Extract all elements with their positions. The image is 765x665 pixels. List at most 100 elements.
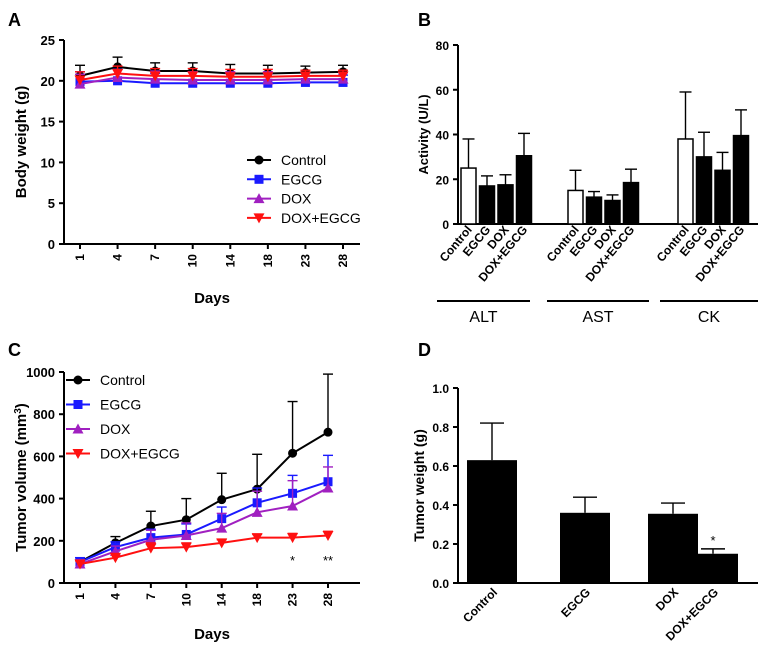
legend-control-label: Control: [281, 152, 326, 168]
panel-label: A: [8, 10, 21, 30]
y-axis-title: Activity (U/L): [416, 94, 431, 174]
ck-group-label: CK: [698, 309, 721, 326]
alt-error-bar: [518, 132, 530, 156]
x-tick-label: 4: [111, 254, 125, 261]
egcg-series-line: [79, 79, 343, 85]
y-tick-label: 60: [436, 84, 450, 98]
y-tick-label: 200: [33, 534, 55, 549]
tumor-weight-bar: [688, 553, 738, 583]
dox-egcg-point: [109, 553, 121, 564]
y-tick-label: 20: [436, 173, 450, 187]
significance-label: **: [323, 553, 333, 568]
y-axis-title-text: Tumor volume (mm: [13, 414, 30, 552]
y-tick-label: 40: [436, 129, 450, 143]
dox-point: [145, 534, 157, 545]
control-series-line: [79, 65, 344, 77]
control-point: [323, 427, 333, 437]
y-tick-label: 800: [33, 407, 55, 422]
legend-egcg-label: EGCG: [100, 397, 141, 413]
dox-egcg-point: [74, 559, 86, 570]
y-tick-label: 0: [442, 218, 449, 232]
y-tick-label: 5: [48, 196, 55, 211]
ast-bar: [585, 196, 603, 225]
control-point: [288, 448, 298, 458]
ast-error-bar: [569, 169, 582, 191]
ck-error-bar: [679, 91, 692, 139]
x-tick-label: 18: [250, 593, 264, 607]
legend-dox-marker: [253, 193, 265, 204]
y-tick-label: 80: [436, 39, 450, 53]
x-tick-label: 7: [148, 254, 162, 261]
y-axis-title-sup: 3: [13, 408, 24, 414]
y-axis-title-close: ): [13, 403, 30, 408]
significance-label: *: [290, 553, 295, 568]
x-tick-label: 14: [223, 254, 237, 268]
x-tick-label: EGCG: [558, 585, 593, 620]
x-tick-label: 10: [179, 593, 193, 607]
dox-egcg-point: [322, 531, 334, 542]
y-tick-label: 0.8: [432, 421, 449, 435]
x-tick-label: 4: [108, 593, 122, 600]
dox-egcg-point: [262, 72, 274, 83]
dox-egcg-point: [187, 71, 199, 82]
dox-egcg-point: [251, 533, 263, 544]
panel-label: B: [418, 10, 431, 30]
tumor-weight-bar: [560, 512, 610, 583]
y-tick-label: 600: [33, 449, 55, 464]
y-axis-title: Tumor volume (mm3): [13, 403, 31, 552]
legend-control-label: Control: [100, 372, 145, 388]
tumor-weight-bar: [467, 460, 517, 583]
dox-point: [180, 530, 192, 541]
tumor-weight-error-bar: [480, 422, 504, 461]
y-tick-label: 0.6: [432, 460, 449, 474]
y-tick-label: 25: [41, 33, 55, 48]
dox-egcg-point: [180, 542, 192, 553]
x-tick-label: 23: [286, 593, 300, 607]
control-error-bar: [252, 453, 263, 490]
dox-point: [216, 522, 228, 533]
x-tick-label: DOX: [653, 585, 681, 613]
legend-dox-egcg-marker: [72, 449, 84, 459]
ck-bar: [677, 138, 694, 225]
y-tick-label: 0.0: [432, 577, 449, 591]
dox-egcg-series-line: [79, 72, 343, 81]
dox-egcg-point: [112, 68, 124, 79]
legend-egcg-marker: [254, 174, 264, 184]
dox-egcg-point: [337, 71, 349, 82]
alt-bar: [515, 155, 533, 225]
legend-control-marker: [254, 155, 264, 165]
tumor-weight-error-bar: [573, 496, 597, 513]
egcg-series-line: [79, 480, 329, 563]
legend-dox-marker: [72, 423, 84, 434]
x-tick-label: 10: [186, 254, 200, 268]
y-tick-label: 15: [41, 115, 55, 130]
dox-point: [322, 482, 334, 493]
alt-bar: [478, 185, 496, 225]
dox-point: [287, 500, 299, 511]
legend-egcg-marker: [73, 400, 83, 409]
panel-label: C: [8, 340, 21, 360]
panel-label: D: [418, 340, 431, 360]
y-axis-title: Body weight (g): [13, 86, 30, 199]
y-axis-title: Tumor weight (g): [411, 429, 427, 542]
alt-bar: [497, 184, 514, 225]
dox-egcg-series-line: [79, 534, 329, 565]
ast-bar: [567, 189, 584, 225]
y-tick-label: 1000: [26, 365, 55, 380]
x-axis-title: Days: [194, 626, 230, 643]
dox-egcg-point: [216, 538, 228, 549]
alt-error-bar: [462, 138, 475, 169]
ast-bar: [604, 199, 621, 225]
dox-egcg-point: [299, 71, 311, 82]
x-tick-label: 14: [215, 593, 229, 607]
x-axis-title: Days: [194, 290, 230, 307]
y-tick-label: 0: [48, 576, 55, 591]
x-tick-label: 7: [144, 593, 158, 600]
x-tick-label: Control: [460, 585, 500, 625]
legend-dox-egcg-label: DOX+EGCG: [100, 446, 180, 462]
control-point: [181, 515, 191, 525]
x-tick-label: 1: [73, 254, 87, 261]
ck-bar: [732, 134, 750, 225]
x-tick-label: 23: [298, 254, 312, 268]
